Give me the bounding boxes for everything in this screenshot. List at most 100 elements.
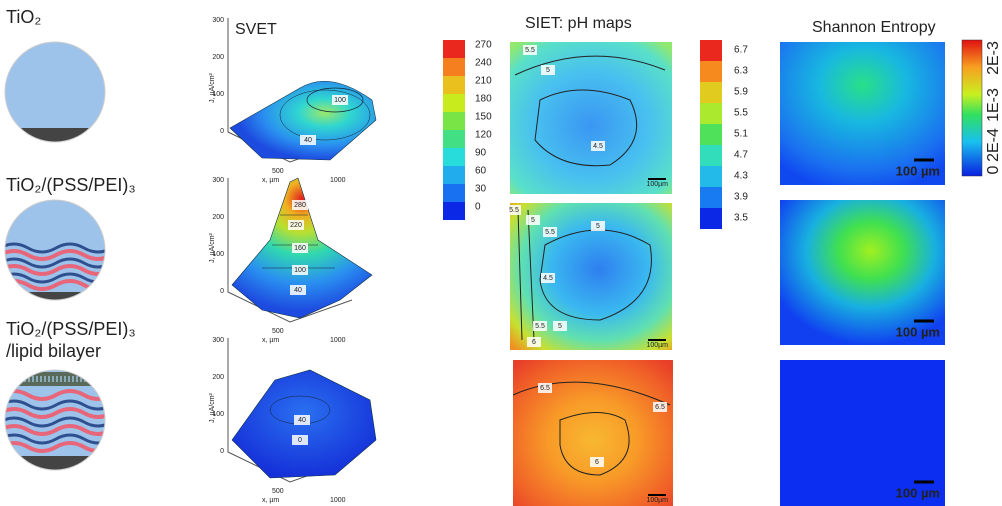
contour-label-bg — [553, 321, 567, 331]
y-tick-label: 100 — [212, 251, 224, 258]
colorbar-label: 1E-3 — [985, 88, 1002, 122]
contour-label-bg — [653, 402, 667, 412]
contour-label-bg — [294, 415, 310, 425]
contour-label: 5 — [546, 67, 550, 74]
y-tick-label: 100 — [212, 91, 224, 98]
contour-label: 5.5 — [545, 229, 555, 236]
y-axis-label: J, µA/cm² — [209, 232, 216, 262]
x-tick-label: 1000 — [330, 497, 346, 504]
contour — [517, 209, 535, 341]
colorbar-block — [700, 124, 722, 145]
colorbar-label: 90 — [475, 148, 487, 159]
colorbar-block — [443, 202, 465, 220]
colorbar-block — [700, 40, 722, 61]
contour-label-bg — [300, 135, 316, 145]
contour-label: 40 — [294, 287, 302, 294]
y-tick-label: 100 — [212, 411, 224, 418]
contour-label: 6.5 — [655, 404, 665, 411]
schematic-bilayer — [5, 370, 105, 470]
colorbar-label: 30 — [475, 184, 487, 195]
contour-label-bg — [292, 265, 308, 275]
entropy-title: Shannon Entropy — [812, 19, 936, 36]
contour-label-bg — [292, 200, 308, 210]
contour-label: 280 — [294, 202, 306, 209]
scale-label: 100 µm — [896, 485, 940, 500]
y-tick-label: 200 — [212, 374, 224, 381]
contour-label-bg — [591, 221, 605, 231]
contour — [514, 55, 666, 76]
contour-label: 100 — [334, 97, 346, 104]
svet-plot-3 — [227, 338, 377, 483]
entropy-map-3 — [780, 360, 945, 506]
colorbar-label: 180 — [475, 94, 492, 105]
contour-label: 100 — [294, 267, 306, 274]
y-tick-label: 0 — [220, 288, 224, 295]
scale-label: 100 µm — [896, 324, 940, 339]
colorbar-block — [443, 94, 465, 112]
schematic-multilayer — [5, 200, 105, 300]
colorbar-label: 2E-4 — [985, 128, 1002, 162]
colorbar-block — [443, 112, 465, 130]
contour — [512, 381, 671, 406]
colorbar-label: 5.1 — [734, 129, 748, 140]
colorbar-label: 4.3 — [734, 171, 748, 182]
x-tick-label: 500 — [272, 488, 284, 495]
contour-label: 5 — [531, 217, 535, 224]
x-axis-label: x, µm — [262, 337, 279, 344]
colorbar-label: 150 — [475, 112, 492, 123]
sample-label: TiO₂ — [6, 7, 41, 27]
contour-label-bg — [292, 243, 308, 253]
contour-label-bg — [290, 285, 306, 295]
colorbar-block — [443, 58, 465, 76]
y-axis-label: J, µA/cm² — [209, 72, 216, 102]
contour-label-bg — [533, 321, 547, 331]
colorbar-label: 5.9 — [734, 87, 748, 98]
contour-label-bg — [527, 337, 541, 347]
contour-label: 6.5 — [540, 385, 550, 392]
x-axis-label: x, µm — [262, 177, 279, 184]
colorbar-label: 6.7 — [734, 45, 748, 56]
y-tick-label: 0 — [220, 128, 224, 135]
x-tick-label: 1000 — [330, 177, 346, 184]
contour-label-bg — [590, 457, 604, 467]
colorbar-block — [700, 82, 722, 103]
y-tick-label: 200 — [212, 214, 224, 221]
svet-title: SVET — [235, 21, 277, 38]
colorbar-block — [443, 148, 465, 166]
y-tick-label: 300 — [212, 337, 224, 344]
colorbar-label: 210 — [475, 76, 492, 87]
x-tick-label: 500 — [272, 328, 284, 335]
colorbar-label: 6.3 — [734, 66, 748, 77]
ph-map-3 — [513, 360, 673, 506]
sample-label: TiO₂/(PSS/PEI)₃ — [6, 319, 136, 339]
siet-title: SIET: pH maps — [525, 15, 632, 32]
scale-label: 100µm — [646, 497, 668, 504]
colorbar-block — [700, 208, 722, 229]
y-tick-label: 300 — [212, 177, 224, 184]
colorbar-label: 120 — [475, 130, 492, 141]
contour-label: 5 — [596, 223, 600, 230]
contour — [534, 89, 638, 167]
contour-label-bg — [523, 45, 537, 55]
colorbar-label: 0 — [985, 165, 1002, 174]
contour-label: 4.5 — [593, 143, 603, 150]
scale-label: 100µm — [646, 181, 668, 188]
contour-label-bg — [507, 205, 521, 215]
contour-label: 5 — [558, 323, 562, 330]
x-tick-label: 500 — [272, 168, 284, 175]
contour-label: 40 — [298, 417, 306, 424]
colorbar-block — [700, 61, 722, 82]
y-tick-label: 300 — [212, 17, 224, 24]
contour-label: 4.5 — [543, 275, 553, 282]
colorbar-label: 0 — [475, 202, 481, 213]
scale-label: 100µm — [646, 342, 668, 349]
colorbar-block — [443, 40, 465, 58]
contour-label: 40 — [304, 137, 312, 144]
contour-label: 0 — [298, 437, 302, 444]
contour-label-bg — [591, 141, 605, 151]
y-axis-label: J, µA/cm² — [209, 392, 216, 422]
sample-label: TiO₂/(PSS/PEI)₃ — [6, 175, 136, 195]
colorbar-label: 2E-3 — [985, 41, 1002, 75]
